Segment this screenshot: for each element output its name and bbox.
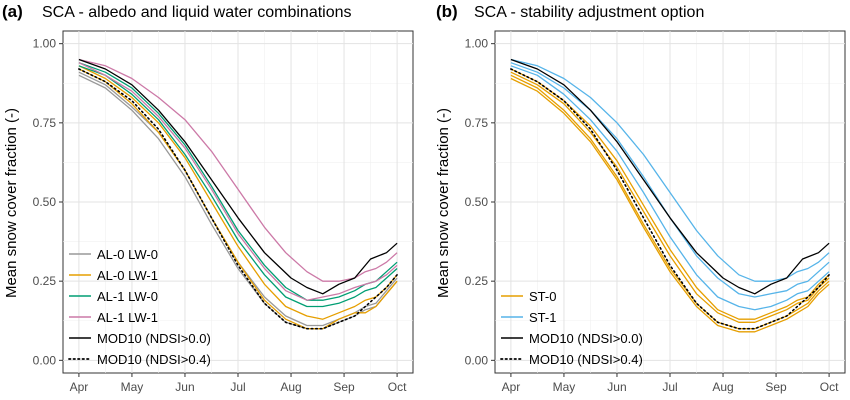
panel-b-ytick-label: 0.25 [465, 274, 489, 288]
panel-b-ytick-label: 0.50 [465, 195, 489, 209]
panel-a-ylabel: Mean snow cover fraction (-) [3, 108, 20, 298]
panel-b-series-line [510, 58, 830, 282]
panel-a-series-line [78, 71, 398, 327]
panel-a-series-line [78, 58, 398, 295]
panel-b-ylabel: Mean snow cover fraction (-) [435, 108, 452, 298]
panel-a-series-line [78, 62, 398, 301]
panel-a-xtick-label: Oct [388, 380, 407, 394]
panel-a-legend-label: AL-0 LW-0 [97, 247, 158, 262]
panel-b-series-line [510, 58, 830, 295]
panel-a-series-line [78, 68, 398, 330]
panel-a-ytick-label: 0.25 [33, 274, 57, 288]
panel-a-legend-label: AL-0 LW-1 [97, 268, 158, 283]
panel-b-plot-area: 0.00 0.25 0.50 0.75 1.00 Apr May Jun Jul Aug Sep Oc… [465, 30, 846, 394]
panel-b-xtick-label: Aug [712, 380, 733, 394]
panel-a-xtick-label: Apr [70, 380, 89, 394]
panel-a-plot-area: 0.00 0.25 0.50 0.75 1.00 Apr May Jun Jul Aug Sep Oc… [33, 30, 414, 394]
panel-b-series-line [510, 68, 830, 330]
panel-a-legend-label: MOD10 (NDSI>0.0) [97, 331, 211, 346]
panel-b-legend: ST-0 ST-1 MOD10 (NDSI>0.0) MOD10 (NDSI>0.4) [500, 289, 643, 367]
panel-b-ytick-label: 1.00 [465, 37, 489, 51]
panel-a-title: SCA - albedo and liquid water combinatio… [42, 4, 352, 21]
panel-a-xtick-label: Sep [333, 380, 355, 394]
panel-b-ytick-label: 0.00 [465, 353, 489, 367]
panel-a-series-line [78, 65, 398, 320]
panel-b: (b) SCA - stability adjustment option Me… [435, 2, 846, 394]
panel-b-legend-label: ST-1 [529, 310, 556, 325]
panel-a-series-line [78, 58, 398, 282]
panel-b-legend-label: MOD10 (NDSI>0.0) [529, 331, 643, 346]
panel-a-xtick-label: Jul [230, 380, 245, 394]
panel-b-title: SCA - stability adjustment option [474, 4, 704, 21]
panel-b-label: (b) [436, 2, 458, 21]
panel-a: (a) SCA - albedo and liquid water combin… [2, 2, 414, 394]
panel-a-legend-label: AL-1 LW-1 [97, 310, 158, 325]
panel-b-xtick-label: Apr [502, 380, 521, 394]
panel-b-xtick-label: Sep [765, 380, 787, 394]
panel-a-xtick-label: Aug [280, 380, 301, 394]
panel-a-ytick-label: 0.75 [33, 116, 57, 130]
panel-b-xtick-label: May [553, 380, 576, 394]
panel-b-series-line [510, 62, 830, 298]
panel-b-xtick-label: Jul [662, 380, 677, 394]
panel-b-series-line [510, 65, 830, 311]
panel-a-ytick-label: 0.50 [33, 195, 57, 209]
panel-b-series-line [510, 77, 830, 333]
panel-a-xtick-label: May [121, 380, 144, 394]
panel-b-ytick-label: 0.75 [465, 116, 489, 130]
panel-a-ytick-label: 1.00 [33, 37, 57, 51]
panel-a-series-line [78, 68, 398, 330]
panel-a-series-line [78, 65, 398, 308]
panel-b-legend-label: MOD10 (NDSI>0.4) [529, 352, 643, 367]
panel-b-legend-label: ST-0 [529, 289, 556, 304]
panel-a-label: (a) [2, 2, 23, 21]
panel-b-series-line [510, 68, 830, 320]
panel-a-ytick-label: 0.00 [33, 353, 57, 367]
panel-b-xtick-label: Oct [820, 380, 839, 394]
panel-a-legend: AL-0 LW-0 AL-0 LW-1 AL-1 LW-0 AL-1 LW-1 MOD1… [68, 247, 211, 367]
panel-a-legend-label: AL-1 LW-0 [97, 289, 158, 304]
panel-b-xtick-label: Jun [607, 380, 626, 394]
panel-b-series-line [510, 71, 830, 323]
panel-a-xtick-label: Jun [175, 380, 194, 394]
panel-a-legend-label: MOD10 (NDSI>0.4) [97, 352, 211, 367]
